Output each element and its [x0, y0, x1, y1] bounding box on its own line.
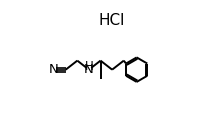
Text: HCl: HCl [98, 13, 125, 28]
Text: N: N [49, 63, 59, 76]
Text: N: N [84, 63, 94, 76]
Text: H: H [85, 60, 93, 72]
